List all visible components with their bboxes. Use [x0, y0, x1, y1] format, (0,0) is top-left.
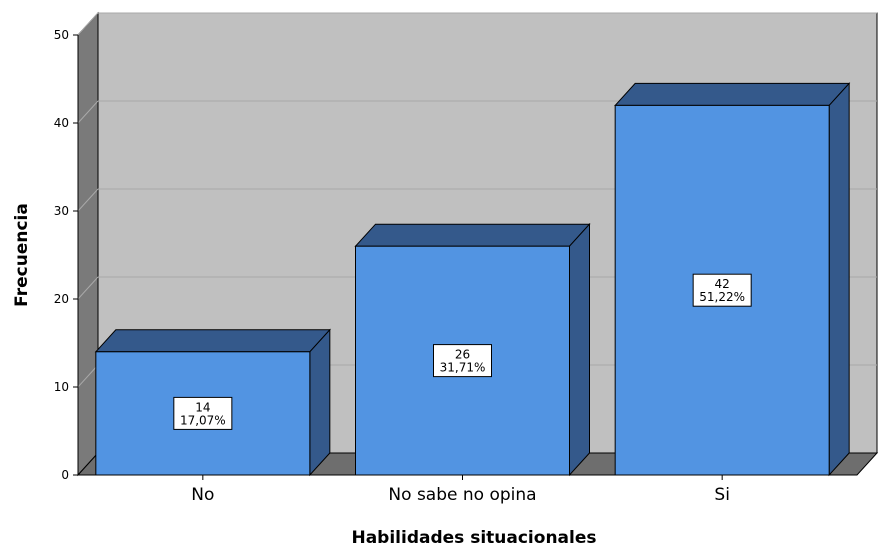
- data-label-box: [173, 396, 233, 430]
- y-tick-label: 30: [54, 204, 69, 218]
- bar-side: [569, 222, 590, 477]
- y-tick-label: 40: [54, 116, 69, 130]
- bar-side: [309, 328, 331, 477]
- gridline-side: [77, 12, 99, 36]
- y-axis: 0 10 20 30 40 50: [54, 28, 79, 482]
- bar-top: [614, 82, 851, 106]
- gridline-side: [77, 364, 99, 388]
- y-tick-label: 50: [54, 28, 69, 42]
- plot-left-wall: [77, 11, 99, 477]
- gridline-side: [77, 100, 99, 124]
- x-tick-label: No sabe no opina: [388, 485, 536, 505]
- data-label-count: 26: [455, 348, 470, 362]
- y-tick-label: 0: [61, 468, 69, 482]
- y-tick-label: 20: [54, 292, 69, 306]
- data-label-count: 42: [715, 277, 730, 291]
- bar-side: [828, 82, 850, 477]
- data-label-count: 14: [195, 400, 210, 414]
- x-tick-label: No: [191, 485, 214, 505]
- y-tick-label: 10: [54, 380, 69, 394]
- data-label-percent: 17,07%: [180, 413, 226, 427]
- bar-top: [354, 223, 591, 247]
- data-label-box: [692, 273, 752, 307]
- bar-top: [94, 329, 331, 353]
- gridline-side: [77, 276, 99, 300]
- x-tick-label: Si: [714, 485, 730, 505]
- data-label-percent: 51,22%: [699, 290, 745, 304]
- x-axis-title: Habilidades situacionales: [351, 528, 596, 548]
- gridline-side: [77, 188, 99, 212]
- data-label-box: [433, 344, 492, 378]
- y-axis-title: Frecuencia: [12, 203, 32, 307]
- x-axis: No No sabe no opina Si: [78, 474, 857, 505]
- data-label-percent: 31,71%: [440, 361, 486, 375]
